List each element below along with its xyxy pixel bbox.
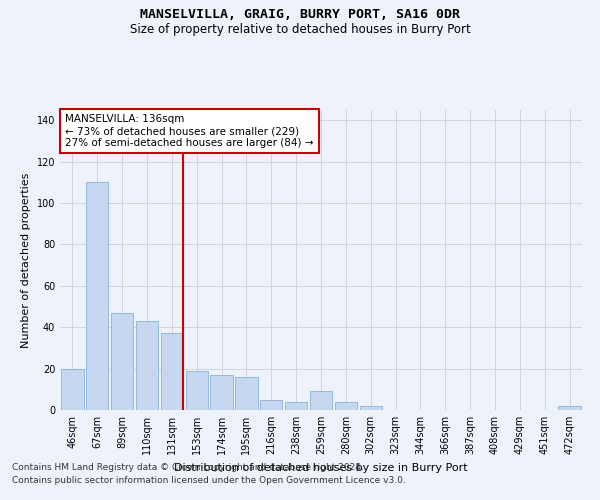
- Bar: [111, 313, 133, 410]
- Bar: [260, 400, 283, 410]
- Bar: [310, 392, 332, 410]
- Bar: [86, 182, 109, 410]
- X-axis label: Distribution of detached houses by size in Burry Port: Distribution of detached houses by size …: [174, 462, 468, 472]
- Bar: [335, 402, 357, 410]
- Text: Size of property relative to detached houses in Burry Port: Size of property relative to detached ho…: [130, 22, 470, 36]
- Bar: [136, 321, 158, 410]
- Bar: [235, 377, 257, 410]
- Bar: [185, 370, 208, 410]
- Text: Contains HM Land Registry data © Crown copyright and database right 2024.: Contains HM Land Registry data © Crown c…: [12, 464, 364, 472]
- Bar: [161, 334, 183, 410]
- Y-axis label: Number of detached properties: Number of detached properties: [21, 172, 31, 348]
- Bar: [211, 375, 233, 410]
- Text: Contains public sector information licensed under the Open Government Licence v3: Contains public sector information licen…: [12, 476, 406, 485]
- Bar: [285, 402, 307, 410]
- Text: MANSELVILLA: 136sqm
← 73% of detached houses are smaller (229)
27% of semi-detac: MANSELVILLA: 136sqm ← 73% of detached ho…: [65, 114, 314, 148]
- Bar: [359, 406, 382, 410]
- Bar: [559, 406, 581, 410]
- Text: MANSELVILLA, GRAIG, BURRY PORT, SA16 0DR: MANSELVILLA, GRAIG, BURRY PORT, SA16 0DR: [140, 8, 460, 20]
- Bar: [61, 368, 83, 410]
